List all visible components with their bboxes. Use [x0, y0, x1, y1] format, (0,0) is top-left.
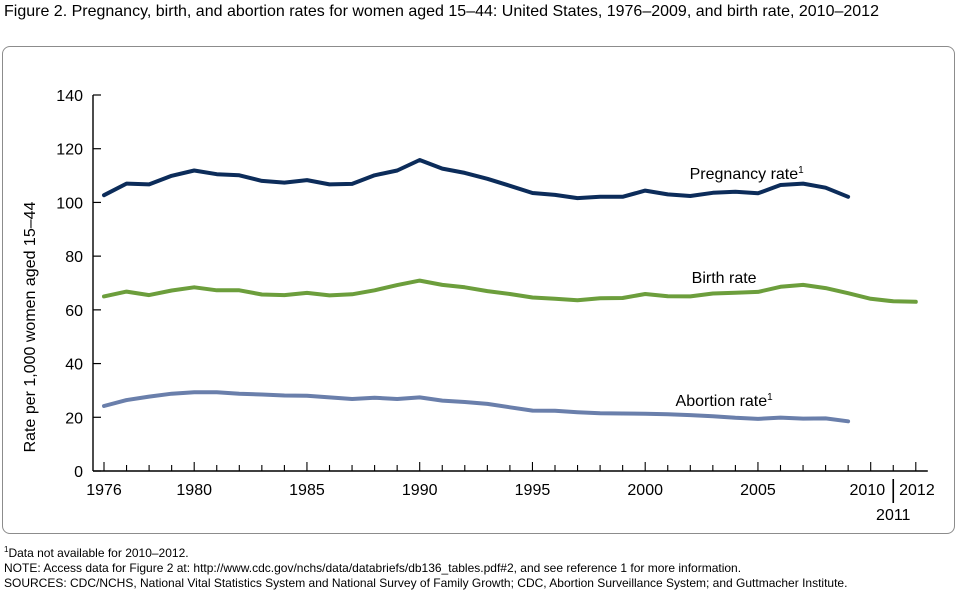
abortion-rate-line [102, 390, 851, 424]
footnote-marker: 1 [4, 545, 9, 554]
birth-rate-line [102, 278, 918, 304]
x-tick-label: 2005 [740, 482, 776, 499]
x-tick-label: 1990 [402, 482, 438, 499]
footnotes: 1Data not available for 2010–2012. NOTE:… [4, 542, 959, 591]
figure-title: Figure 2. Pregnancy, birth, and abortion… [4, 3, 879, 20]
y-tick-label: 60 [65, 303, 83, 320]
series-name: Birth rate [692, 270, 757, 287]
pregnancy-rate-label: Pregnancy rate1 [690, 165, 805, 183]
footnote-note: NOTE: Access data for Figure 2 at: http:… [4, 561, 742, 575]
footnote-marker: 1 [767, 392, 773, 403]
y-tick-label: 80 [65, 249, 83, 266]
footnote-data-availability: 1Data not available for 2010–2012. [4, 542, 959, 561]
y-axis-label: Rate per 1,000 women aged 15–44 [22, 201, 39, 452]
chart-frame: 0 20 40 60 80 100 120 140 1976 1980 1985 1990 1995 20… [2, 46, 955, 534]
y-tick-label: 0 [74, 464, 83, 481]
x-tick-label: 2011 [876, 507, 911, 524]
y-tick-label: 20 [65, 410, 83, 427]
axes: 0 20 40 60 80 100 120 140 1976 1980 1985 1990 1995 20… [56, 88, 935, 524]
pregnancy-rate-line [102, 158, 851, 201]
series-name: Abortion rate [676, 393, 768, 410]
x-tick-label: 1980 [176, 482, 212, 499]
y-tick-label: 100 [56, 195, 83, 212]
x-tick-label: 1995 [515, 482, 551, 499]
footnote-marker: 1 [798, 165, 804, 176]
abortion-rate-label: Abortion rate1 [676, 392, 774, 410]
x-tick-label: 2000 [627, 482, 663, 499]
y-tick-label: 140 [56, 88, 83, 105]
series-name: Pregnancy rate [690, 166, 799, 183]
x-tick-label: 1976 [86, 482, 122, 499]
x-tick-label: 2010 [850, 482, 886, 499]
x-tick-label: 1985 [289, 482, 325, 499]
x-tick-label: 2012 [899, 482, 935, 499]
y-tick-label: 120 [56, 142, 83, 159]
footnote-text: Data not available for 2010–2012. [8, 546, 189, 560]
footnote-sources: SOURCES: CDC/NCHS, National Vital Statis… [4, 576, 848, 590]
birth-rate-label: Birth rate [692, 270, 757, 287]
y-tick-label: 40 [65, 357, 83, 374]
line-chart: 0 20 40 60 80 100 120 140 1976 1980 1985 1990 1995 20… [22, 88, 935, 524]
series-lines [102, 158, 918, 424]
